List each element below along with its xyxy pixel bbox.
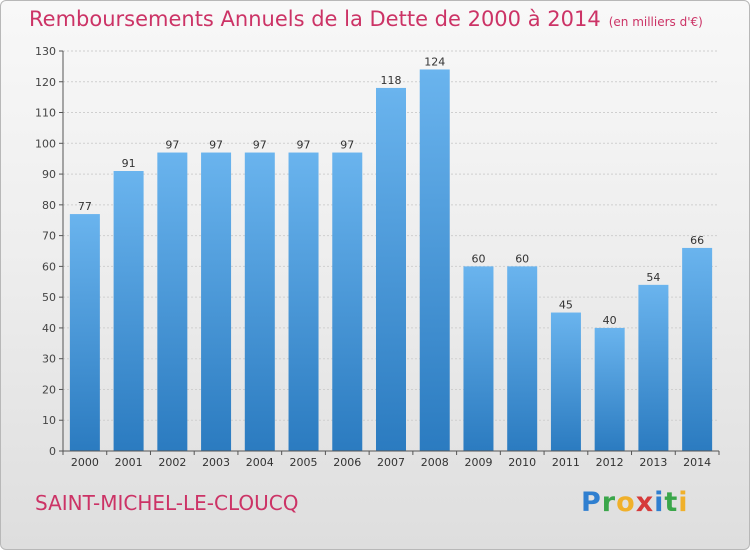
x-tick-label-2010: 2010 — [508, 456, 536, 469]
bar-2013 — [638, 284, 669, 451]
y-tick-label: 40 — [42, 322, 56, 335]
logo-letter: P — [581, 487, 602, 518]
bar-2001 — [113, 171, 144, 451]
value-label-2006: 97 — [340, 139, 354, 152]
value-label-2004: 97 — [253, 139, 267, 152]
x-tick-label-2005: 2005 — [290, 456, 318, 469]
logo-letter: t — [664, 487, 679, 518]
y-tick-label: 0 — [49, 445, 56, 458]
logo-letter: x — [635, 487, 655, 518]
bar-2002 — [157, 152, 188, 452]
x-tick-label-2014: 2014 — [683, 456, 711, 469]
bar-2000 — [69, 214, 100, 451]
y-tick-label: 80 — [42, 199, 56, 212]
y-tick-label: 70 — [42, 230, 56, 243]
chart-title: Remboursements Annuels de la Dette de 20… — [29, 7, 703, 31]
logo-letter: i — [654, 487, 665, 518]
chart-unit: (en milliers d'€) — [608, 15, 703, 29]
value-label-2002: 97 — [165, 139, 179, 152]
value-label-2001: 91 — [122, 157, 136, 170]
x-tick-label-2001: 2001 — [115, 456, 143, 469]
bar-2004 — [244, 152, 275, 452]
value-label-2013: 54 — [646, 271, 660, 284]
value-label-2011: 45 — [559, 299, 573, 312]
x-tick-label-2004: 2004 — [246, 456, 274, 469]
commune-name: SAINT-MICHEL-LE-CLOUCQ — [35, 491, 299, 515]
value-label-2007: 118 — [381, 74, 402, 87]
y-tick-label: 50 — [42, 291, 56, 304]
y-tick-label: 90 — [42, 168, 56, 181]
bar-2012 — [594, 327, 625, 451]
x-tick-label-2000: 2000 — [71, 456, 99, 469]
x-tick-label-2013: 2013 — [639, 456, 667, 469]
bar-2007 — [376, 87, 406, 451]
y-tick-label: 20 — [42, 383, 56, 396]
y-tick-label: 60 — [42, 260, 56, 273]
x-tick-label-2009: 2009 — [464, 456, 492, 469]
y-tick-label: 120 — [35, 76, 56, 89]
bar-2014 — [682, 247, 713, 451]
bar-2011 — [550, 312, 581, 451]
y-tick-label: 130 — [35, 45, 56, 58]
bar-2003 — [201, 152, 232, 452]
value-label-2014: 66 — [690, 234, 704, 247]
y-tick-label: 100 — [35, 137, 56, 150]
proxiti-logo: Proxiti — [581, 487, 689, 518]
x-tick-label-2002: 2002 — [158, 456, 186, 469]
logo-letter: r — [601, 487, 617, 518]
value-label-2009: 60 — [471, 252, 485, 265]
bars: 77 91 97 97 97 97 97 118 124 60 60 45 40 54 66 — [69, 55, 713, 452]
x-tick-label-2012: 2012 — [596, 456, 624, 469]
bar-2005 — [288, 152, 319, 452]
bar-2009 — [463, 266, 494, 451]
value-label-2008: 124 — [424, 55, 445, 68]
bar-2008 — [419, 69, 450, 451]
y-tick-label: 30 — [42, 353, 56, 366]
x-tick-label-2007: 2007 — [377, 456, 405, 469]
y-tick-label: 110 — [35, 107, 56, 120]
logo-letter: i — [678, 487, 689, 518]
chart-title-text: Remboursements Annuels de la Dette de 20… — [29, 7, 601, 31]
value-label-2012: 40 — [603, 314, 617, 327]
x-tick-label-2008: 2008 — [421, 456, 449, 469]
x-tick-label-2006: 2006 — [333, 456, 361, 469]
value-label-2003: 97 — [209, 139, 223, 152]
y-tick-label: 10 — [42, 414, 56, 427]
bar-2010 — [507, 266, 538, 451]
value-label-2005: 97 — [297, 139, 311, 152]
axes: 0 10 20 30 40 50 60 70 80 90 100 110 120 130 2000 2001 2… — [35, 45, 720, 469]
value-label-2000: 77 — [78, 200, 92, 213]
logo-letter: o — [616, 487, 636, 518]
bar-2006 — [332, 152, 363, 452]
value-label-2010: 60 — [515, 252, 529, 265]
x-tick-label-2003: 2003 — [202, 456, 230, 469]
x-tick-label-2011: 2011 — [552, 456, 580, 469]
